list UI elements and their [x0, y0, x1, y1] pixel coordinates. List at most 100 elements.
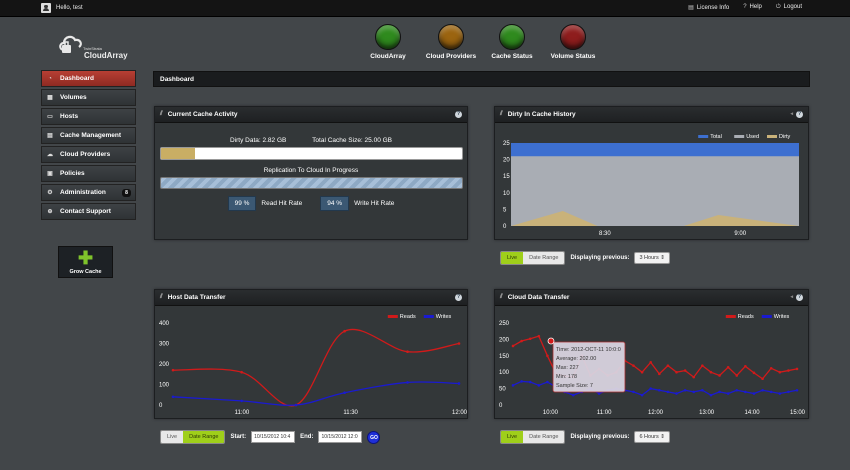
grow-cache-button[interactable]: ✚ Grow Cache: [58, 246, 113, 278]
help-icon[interactable]: ?: [796, 294, 803, 301]
status-cloudarray[interactable]: CloudArray: [357, 24, 419, 60]
x-tick-label: 14:00: [745, 410, 761, 416]
date-range-button[interactable]: Date Range: [523, 431, 565, 443]
data-point: [658, 372, 661, 376]
x-tick-label: 15:00: [790, 410, 806, 416]
legend-label: Writes: [774, 314, 790, 320]
replication-label: Replication To Cloud In Progress: [263, 167, 359, 174]
panel-header: ⫽ Dirty In Cache History ◂ ?: [495, 107, 808, 123]
cache-stats: Dirty Data: 2.82 GB Total Cache Size: 25…: [155, 137, 467, 144]
date-range-button[interactable]: Date Range: [183, 431, 225, 443]
help-icon[interactable]: ?: [796, 111, 803, 118]
data-point: [597, 392, 601, 395]
data-point: [406, 381, 409, 384]
y-tick-label: 15: [503, 174, 510, 180]
sidebar-item-volumes[interactable]: ▦ Volumes: [41, 89, 136, 106]
sidebar-item-policies[interactable]: ▣ Policies: [41, 165, 136, 182]
tooltip-line: Average: 202.00: [556, 356, 596, 362]
dirty-history-chart: 0 5 10 15 20 25 8:30 9:00 Dirty Used Total: [503, 134, 799, 237]
cloud-transfer-chart: 0 50 100 150 200 250 10:00 11:00 12:00 13:00 14:00…: [499, 314, 806, 416]
data-point: [769, 366, 773, 370]
data-point: [795, 367, 799, 371]
live-button[interactable]: Live: [501, 252, 524, 264]
end-date-input[interactable]: 10/15/2012 12:0: [318, 431, 363, 443]
live-button[interactable]: Live: [501, 431, 524, 443]
status-volume[interactable]: Volume Status: [542, 24, 604, 60]
license-info-link[interactable]: ▤ License Info: [688, 5, 730, 11]
plus-icon: ✚: [77, 248, 94, 268]
cloud-transfer-panel: ⫽ Cloud Data Transfer ◂ ? 0 50 100 150 200 25…: [494, 289, 809, 419]
live-button[interactable]: Live: [161, 431, 184, 443]
x-tick-label: 11:30: [343, 410, 358, 416]
y-tick-label: 200: [499, 337, 510, 343]
sidebar-item-dashboard[interactable]: ◔ Dashboard: [41, 70, 136, 87]
logout-icon: ⏻: [775, 4, 781, 10]
data-point: [640, 370, 644, 374]
page-title: Dashboard: [153, 71, 810, 87]
cloud-transfer-controls: Live Date Range Displaying previous: 6 H…: [500, 430, 670, 444]
period-select[interactable]: 3 Hours ⇕: [634, 252, 670, 264]
y-tick-label: 400: [159, 321, 170, 327]
period-select[interactable]: 6 Hours ⇕: [634, 431, 670, 443]
line-series-writes: [172, 381, 460, 406]
data-point: [649, 361, 652, 364]
y-tick-label: 25: [503, 141, 510, 147]
collapse-icon[interactable]: ◂: [790, 294, 793, 300]
data-point: [701, 388, 704, 392]
sidebar-item-administration[interactable]: ⚙ Administration 8: [41, 184, 136, 201]
start-date-input[interactable]: 10/15/2012 10:4: [251, 431, 296, 443]
time-mode-toggle: Live Date Range: [160, 430, 226, 444]
total-cache-text: Total Cache Size: 25.00 GB: [312, 137, 393, 144]
date-range-button[interactable]: Date Range: [523, 252, 565, 264]
collapse-icon[interactable]: ◂: [790, 111, 793, 117]
chart-icon: ⫽: [160, 111, 163, 117]
data-point: [666, 364, 670, 367]
greeting-text: Hello, test: [56, 5, 83, 11]
data-point: [718, 390, 721, 394]
data-point: [735, 388, 739, 392]
x-tick-label: 11:00: [235, 410, 250, 416]
logout-link[interactable]: ⏻ Logout: [775, 4, 802, 10]
sidebar-item-hosts[interactable]: ▭ Hosts: [41, 108, 136, 125]
status-cloud-providers[interactable]: Cloud Providers: [420, 24, 482, 60]
data-point: [683, 388, 687, 392]
data-point: [744, 364, 747, 368]
cloudarray-logo[interactable]: TwinStrata CloudArray: [58, 30, 128, 62]
help-icon[interactable]: ?: [455, 294, 462, 301]
chart-icon: ⫽: [500, 111, 503, 117]
data-point: [658, 388, 661, 392]
help-icon[interactable]: ?: [455, 111, 462, 118]
license-icon: ▤: [688, 5, 694, 11]
y-tick-label: 5: [503, 207, 507, 213]
tooltip-line: Min: 178: [556, 374, 577, 380]
cloud-logo-icon: [59, 35, 82, 53]
data-point: [632, 364, 635, 367]
chart-tooltip: [552, 341, 626, 393]
legend-label: Total: [710, 134, 722, 140]
y-tick-label: 0: [159, 403, 163, 409]
y-tick-label: 20: [503, 158, 510, 164]
sidebar-item-contact-support[interactable]: ⊕ Contact Support: [41, 203, 136, 220]
data-point: [735, 374, 739, 377]
highlighted-point: [547, 337, 555, 345]
user-greeting[interactable]: Hello, test: [41, 3, 83, 13]
time-mode-toggle: Live Date Range: [500, 251, 566, 265]
sidebar-item-cache-management[interactable]: ▤ Cache Management: [41, 127, 136, 144]
legend-swatch: [387, 315, 398, 318]
data-point: [537, 334, 541, 338]
status-cache[interactable]: Cache Status: [481, 24, 543, 60]
data-point: [675, 370, 678, 374]
legend-label: Reads: [738, 314, 754, 320]
data-point: [632, 390, 635, 394]
go-button[interactable]: GO: [367, 430, 381, 444]
read-hit-value: 99 %: [227, 196, 257, 211]
data-point: [457, 382, 461, 385]
data-point: [683, 369, 687, 372]
x-tick-label: 9:00: [734, 231, 746, 237]
dashboard-icon: ◔: [48, 75, 52, 82]
panel-title: Host Data Transfer: [167, 294, 226, 301]
dirty-history-controls: Live Date Range Displaying previous: 3 H…: [500, 251, 670, 265]
data-point: [343, 391, 346, 394]
help-link[interactable]: ? Help: [743, 4, 762, 10]
sidebar-item-cloud-providers[interactable]: ☁ Cloud Providers: [41, 146, 136, 163]
